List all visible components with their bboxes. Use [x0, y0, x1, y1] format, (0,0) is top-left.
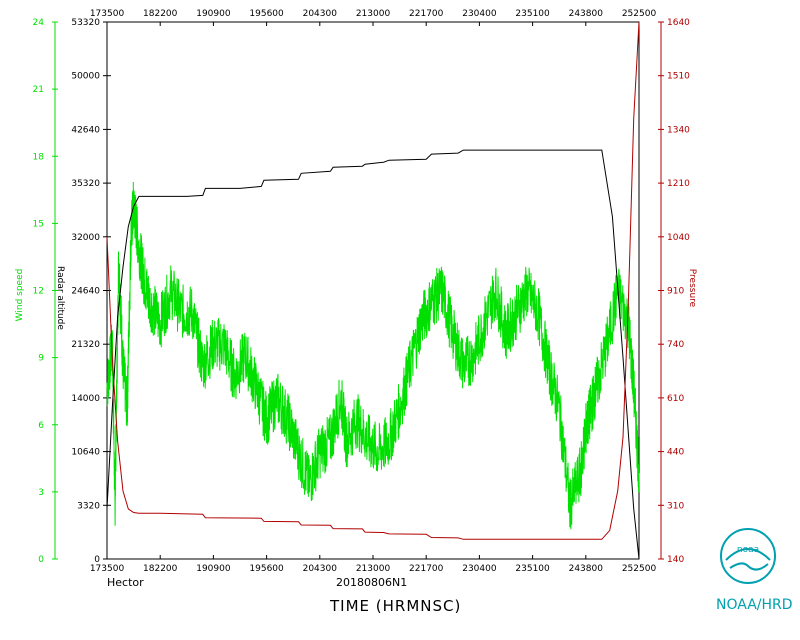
pressure-tick-label: 740 [667, 340, 684, 350]
x-tick-label-top: 195600 [249, 9, 284, 19]
altitude-tick-label: 42640 [71, 125, 100, 135]
x-tick-label-bottom: 235100 [515, 564, 550, 574]
x-tick-label-top: 243800 [569, 9, 604, 19]
wind-axis-label: Wind speed [15, 269, 25, 322]
pressure-series-line [106, 21, 640, 540]
altitude-tick-label: 35320 [71, 179, 100, 189]
wind-tick-label: 0 [38, 555, 44, 565]
plot-frame [106, 21, 640, 560]
x-tick-label-bottom: 230400 [462, 564, 497, 574]
pressure-tick-label: 1210 [667, 179, 690, 189]
altitude-tick-label: 21320 [71, 340, 100, 350]
x-tick-label-top: 230400 [462, 9, 497, 19]
altitude-axis-label: Radar altitude [55, 266, 65, 330]
altitude-tick-label: 50000 [71, 72, 100, 82]
x-tick-label-bottom: 213000 [356, 564, 391, 574]
x-tick-label-top: 182200 [143, 9, 178, 19]
altitude-tick-label: 53320 [71, 18, 100, 28]
pressure-tick-label: 1340 [667, 125, 690, 135]
wind-tick-label: 12 [33, 287, 44, 297]
wind-tick-label: 3 [38, 488, 44, 498]
altitude-tick-label: 24640 [71, 287, 100, 297]
wind-tick-label: 21 [33, 85, 44, 95]
storm-id: 20180806N1 [336, 576, 408, 589]
pressure-axis-label: Pressure [687, 269, 697, 308]
x-tick-label-bottom: 190900 [196, 564, 231, 574]
noaa-logo: noaa [718, 526, 778, 590]
x-tick-label-bottom: 182200 [143, 564, 178, 574]
pressure-tick-label: 1040 [667, 233, 690, 243]
wind-series-line [106, 181, 640, 530]
wind-tick-label: 18 [33, 152, 45, 162]
pressure-tick-label: 140 [667, 555, 684, 565]
credit-label: NOAA/HRD [716, 597, 793, 613]
series-layer [106, 21, 640, 560]
x-axis-label: TIME (HRMNSC) [330, 597, 462, 615]
altitude-tick-label: 0 [94, 555, 100, 565]
altitude-tick-label: 3320 [77, 501, 100, 511]
x-tick-label-top: 204300 [303, 9, 338, 19]
x-tick-label-top: 173500 [90, 9, 125, 19]
x-tick-label-top: 190900 [196, 9, 231, 19]
x-tick-label-top: 221700 [409, 9, 444, 19]
wind-tick-label: 15 [33, 219, 44, 229]
altitude-tick-label: 10640 [71, 448, 100, 458]
x-tick-label-bottom: 195600 [249, 564, 284, 574]
x-tick-label-bottom: 173500 [90, 564, 125, 574]
wind-tick-label: 24 [33, 18, 45, 28]
x-tick-label-bottom: 243800 [569, 564, 604, 574]
altitude-tick-label: 32000 [71, 233, 100, 243]
x-tick-label-top: 252500 [622, 9, 657, 19]
x-tick-label-bottom: 252500 [622, 564, 657, 574]
x-tick-label-bottom: 221700 [409, 564, 444, 574]
pressure-tick-label: 310 [667, 501, 684, 511]
altitude-tick-label: 14000 [71, 394, 100, 404]
pressure-tick-label: 440 [667, 448, 684, 458]
x-tick-label-top: 213000 [356, 9, 391, 19]
tick-layer: 173500 173500 182200 182200 190900 190900 1956… [33, 9, 691, 574]
pressure-tick-label: 1510 [667, 72, 690, 82]
pressure-tick-label: 1640 [667, 18, 690, 28]
logo-text: noaa [737, 545, 759, 555]
wind-tick-label: 6 [38, 421, 44, 431]
pressure-tick-label: 610 [667, 394, 684, 404]
wind-tick-label: 9 [38, 354, 44, 364]
x-tick-label-bottom: 204300 [303, 564, 338, 574]
storm-name: Hector [107, 576, 144, 589]
x-tick-label-top: 235100 [515, 9, 550, 19]
pressure-tick-label: 910 [667, 287, 684, 297]
altitude-series-line [106, 149, 640, 560]
